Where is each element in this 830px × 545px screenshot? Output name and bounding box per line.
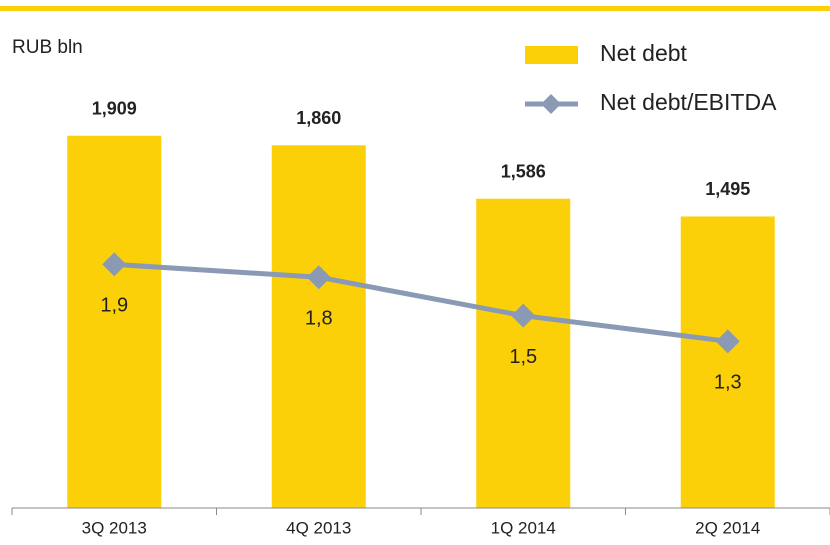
line-value-label: 1,5: [509, 346, 537, 368]
unit-label: RUB bln: [12, 37, 83, 58]
bar-value-label: 1,909: [92, 98, 137, 118]
line-marker: [715, 329, 740, 354]
x-tick-label: 3Q 2013: [82, 518, 147, 537]
line-value-label: 1,3: [714, 372, 742, 394]
bar: [680, 216, 775, 508]
bar: [67, 135, 162, 508]
line-marker: [511, 303, 536, 328]
line-value-label: 1,8: [305, 307, 333, 329]
x-tick-label: 2Q 2014: [695, 518, 760, 537]
line-value-label: 1,9: [100, 295, 128, 317]
line-marker: [306, 265, 331, 290]
line: [114, 261, 729, 344]
bar-value-label: 1,586: [501, 161, 546, 181]
x-tick-label: 4Q 2013: [286, 518, 351, 537]
bar-value-label: 1,495: [705, 179, 750, 199]
bar-value-label: 1,860: [296, 108, 341, 128]
line-marker: [102, 252, 127, 277]
top-rule: [0, 6, 830, 11]
bar: [476, 198, 571, 509]
legend-swatch: [525, 46, 578, 64]
legend-marker: [541, 94, 561, 114]
legend-label: Net debt/EBITDA: [600, 89, 777, 115]
x-tick-label: 1Q 2014: [491, 518, 556, 537]
legend-label: Net debt: [600, 40, 688, 66]
bar: [271, 145, 366, 509]
